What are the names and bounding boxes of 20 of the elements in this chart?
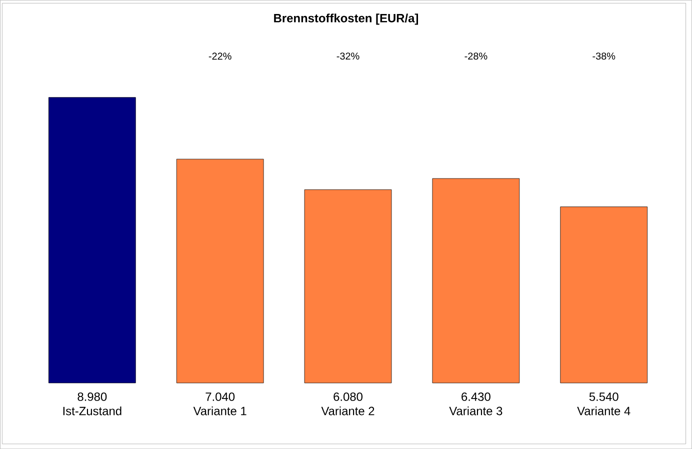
data-label: 7.040 (206, 392, 235, 401)
bar (560, 206, 648, 384)
text: -22% (208, 52, 232, 60)
text: -32% (336, 52, 360, 60)
x-tick-label: Ist-Zustand (63, 406, 122, 416)
bar (48, 97, 136, 384)
data-label: 6.430 (462, 392, 490, 401)
data-label: 5.540 (589, 392, 618, 401)
x-tick-label: Variante 3 (449, 406, 502, 416)
bar (176, 158, 264, 384)
x-tick-label: Variante 1 (193, 406, 246, 416)
x-tick-label: Variante 4 (577, 406, 630, 416)
chart-title: Brennstoffkosten [EUR/a] (274, 14, 418, 25)
x-tick-label: Variante 2 (321, 406, 374, 416)
bar (432, 178, 520, 384)
text: -28% (464, 52, 488, 60)
bar (304, 189, 392, 384)
data-label: 8.980 (78, 392, 107, 401)
data-label: 6.080 (334, 392, 362, 401)
text: -38% (592, 52, 616, 60)
